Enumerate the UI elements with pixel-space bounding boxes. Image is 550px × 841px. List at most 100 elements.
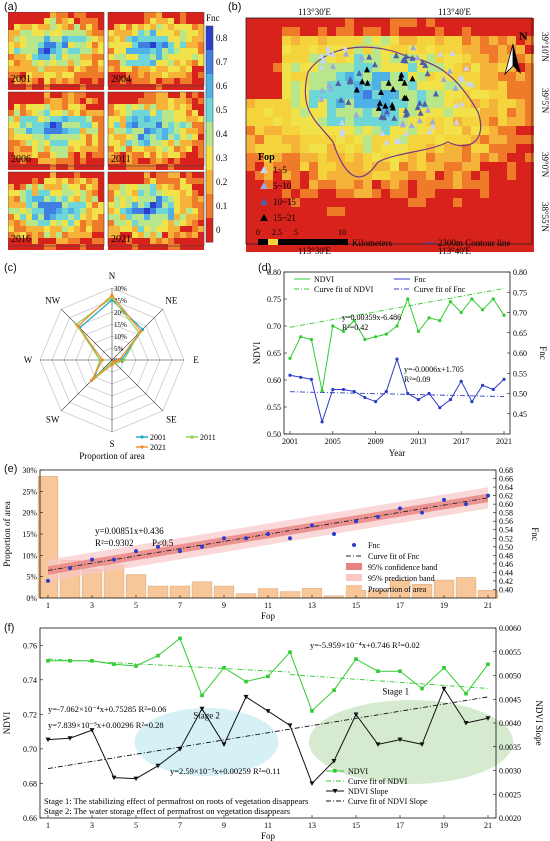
x-tick-label: 13: [308, 601, 316, 610]
y-tick-label: 0.75: [267, 295, 281, 304]
y2-axis-label: Fnc: [538, 346, 548, 360]
fnc-colorbar: Fnc 0.8 0.7 0.6 0.5 0.4 0.3 0.2 0.1 0: [205, 13, 228, 243]
x-tick-label: 9: [222, 821, 226, 830]
fop-marker: [383, 108, 390, 115]
data-point-ndvi: [354, 657, 358, 661]
data-point-slope: [309, 781, 315, 786]
fop-marker: [356, 69, 363, 76]
colorbar-tick: 0.7: [216, 57, 228, 67]
fop-marker: [378, 89, 385, 96]
data-point-NDVI: [427, 316, 431, 320]
y2-tick-label: 0.50: [513, 390, 527, 399]
fop-marker: [366, 53, 373, 60]
panel-label-a: (a): [4, 1, 18, 13]
fop-marker: [396, 137, 403, 144]
y2-tick-label: 0.62: [499, 492, 513, 501]
lon-label-bottom-2: 113°40'E: [438, 246, 471, 256]
x-tick-label: 9: [222, 601, 226, 610]
scale-number-0: 0: [256, 228, 260, 237]
direction-label-NW: NW: [45, 296, 60, 306]
data-point-Fnc: [406, 391, 410, 396]
lon-label-top-2: 113°40'E: [438, 7, 471, 17]
panel-d-line-chart: 0.50 0.55 0.60 0.65 0.70 0.75 0.80 0.45 0.50 0.55…: [252, 268, 548, 458]
scale-unit: Kilometers: [352, 238, 392, 248]
fop-marker: [430, 122, 437, 129]
lat-label-4: 38°55'N: [540, 202, 550, 232]
colorbar-tick: 0.8: [216, 33, 228, 43]
direction-label-W: W: [24, 355, 33, 365]
y-tick-label: 0.74: [23, 676, 37, 685]
fop-marker: [383, 138, 390, 145]
legend-label: NDVI: [314, 275, 334, 284]
stage-2-region: [134, 708, 279, 776]
fop-marker: [429, 118, 436, 125]
y2-tick-label: 0.0035: [499, 743, 521, 752]
north-arrow-icon: N: [504, 29, 528, 76]
data-point-slope: [221, 742, 227, 747]
data-point-Fnc: [448, 397, 453, 402]
radar-spoke: [111, 308, 164, 361]
fop-legend-marker-2: [260, 182, 268, 189]
x-tick-label: 11: [264, 821, 272, 830]
fit-annotation: y=0.00359x-6.486: [342, 313, 401, 322]
y-tick-label: 0.55: [267, 403, 281, 412]
legend-label: Curve fit of Fnc: [368, 552, 420, 561]
ring-tick-label: 30%: [114, 285, 127, 293]
y2-tick-label: 0.42: [499, 577, 513, 586]
fop-marker: [353, 111, 360, 118]
fit-annotation: P<0.5: [152, 538, 174, 548]
panel-b-map: 113°30'E 113°40'E 113°30'E 113°40'E 39°1…: [245, 7, 550, 256]
ring-tick-label: 20%: [114, 309, 127, 317]
fop-legend-item-3: 10~15: [273, 197, 296, 207]
fop-marker: [376, 99, 383, 106]
fop-marker: [401, 79, 408, 86]
data-point-Fnc: [481, 383, 485, 387]
data-point-slope: [375, 742, 381, 747]
data-point-Fnc: [416, 397, 420, 402]
y2-tick-label: 0.65: [513, 329, 527, 338]
fop-marker: [329, 50, 336, 57]
y2-tick-label: 0.52: [499, 534, 513, 543]
fop-marker: [437, 50, 444, 57]
fit-annotation: y=0.00851x+0.436: [95, 526, 164, 536]
fop-marker: [400, 56, 407, 63]
data-point-Fnc: [384, 389, 388, 394]
fnc-point: [376, 514, 380, 519]
fop-marker: [398, 71, 405, 78]
fop-marker: [345, 98, 352, 105]
plot-frame: [283, 271, 511, 435]
x-axis-label: Year: [389, 448, 406, 458]
data-point-slope: [111, 775, 117, 781]
colorbar-tick: 0.1: [216, 201, 227, 211]
colorbar-segment: [206, 74, 213, 99]
fop-marker: [338, 128, 345, 135]
lon-label-bottom-1: 113°30'E: [298, 246, 331, 256]
y-tick-label: 0.76: [23, 641, 37, 650]
contour-legend-label: 2300m Contour line: [438, 238, 511, 248]
fop-marker: [408, 122, 415, 129]
fop-marker: [416, 117, 423, 124]
fop-marker: [318, 95, 325, 102]
fop-marker: [342, 45, 349, 52]
scale-number-1: 2.5: [272, 228, 282, 237]
data-point-NDVI: [491, 297, 495, 301]
data-point-Fnc: [470, 400, 474, 404]
x-tick-label: 15: [352, 821, 360, 830]
colorbar-tick: 0.2: [216, 177, 227, 187]
colorbar-tick: 0.6: [216, 81, 228, 91]
y-tick-label: 5%: [26, 573, 37, 582]
ring-tick-label: 5%: [114, 345, 124, 353]
x-tick-label: 1: [46, 821, 50, 830]
data-point-slope: [397, 737, 403, 743]
fop-marker: [409, 54, 416, 61]
fop-marker: [409, 75, 416, 82]
fop-marker: [318, 64, 325, 71]
radar-point-2011: [98, 358, 102, 362]
data-point-NDVI: [395, 324, 399, 328]
fnc-point: [112, 557, 116, 562]
fop-marker: [453, 101, 460, 108]
fnc-map-2011: 2011: [107, 91, 205, 170]
area-bar: [191, 581, 213, 599]
fop-marker: [353, 86, 360, 93]
fnc-point: [266, 532, 270, 536]
